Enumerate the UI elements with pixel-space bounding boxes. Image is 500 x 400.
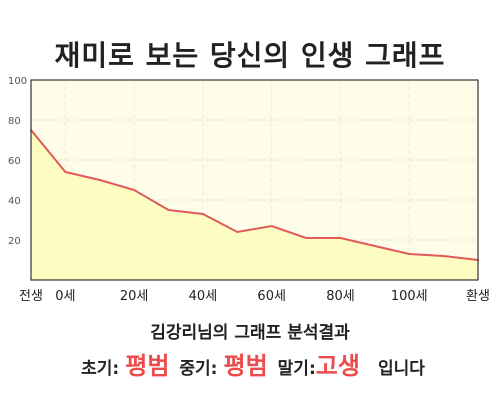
y-tick-label: 60: [8, 156, 21, 167]
data-point: [236, 231, 239, 233]
data-point: [270, 225, 273, 227]
mid-label: 중기:: [179, 359, 218, 379]
y-tick-label: 80: [8, 116, 21, 127]
y-tick-label: 20: [8, 236, 21, 247]
x-tick-label: 100세: [391, 289, 428, 304]
data-point: [167, 209, 170, 211]
data-point: [408, 253, 411, 255]
verdict-line: 초기: 평범 중기: 평범 말기:고생 입니다: [0, 346, 500, 381]
x-tick-label: 환생: [466, 289, 490, 304]
chart-title: 재미로 보는 당신의 인생 그래프: [54, 39, 446, 72]
late-value: 고생: [315, 352, 360, 380]
y-tick-label: 40: [8, 196, 21, 207]
late-label: 말기:: [277, 359, 316, 379]
x-tick-label: 40세: [189, 289, 218, 304]
x-tick-label: 0세: [55, 289, 75, 304]
plot-frame: [30, 79, 479, 281]
area-fill: [31, 130, 478, 280]
life-graph-chart: 20 40 60 80 100 전생 0세 20세 40세 60세 80세 100세 환생: [8, 76, 490, 304]
x-tick-label: 20세: [120, 289, 149, 304]
data-point: [339, 237, 342, 239]
data-point: [373, 245, 376, 247]
x-tick-label: 전생: [19, 289, 43, 304]
early-label: 초기:: [81, 359, 120, 379]
series-line: [30, 129, 479, 261]
data-point: [133, 189, 136, 191]
data-point: [98, 179, 101, 181]
data-point: [64, 171, 67, 173]
mid-value: 평범: [223, 352, 268, 380]
data-point: [305, 237, 308, 239]
analysis-text: 김강리님의 그래프 분석결과: [150, 323, 350, 343]
x-tick-label: 60세: [257, 289, 286, 304]
x-tick-label: 80세: [326, 289, 355, 304]
data-point: [442, 255, 445, 257]
y-tick-label: 100: [8, 76, 27, 87]
early-value: 평범: [125, 352, 170, 380]
verdict-ending: 입니다: [377, 359, 425, 379]
data-point: [201, 213, 204, 215]
